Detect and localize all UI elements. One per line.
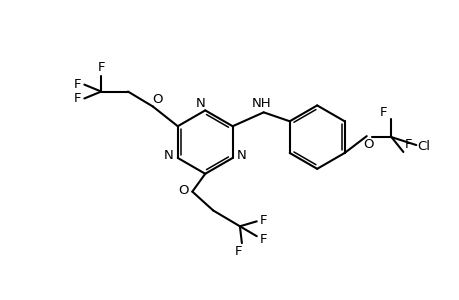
Text: F: F bbox=[73, 78, 81, 91]
Text: F: F bbox=[259, 214, 267, 227]
Text: F: F bbox=[73, 92, 81, 105]
Text: O: O bbox=[363, 138, 373, 151]
Text: F: F bbox=[259, 233, 267, 246]
Text: Cl: Cl bbox=[417, 140, 430, 152]
Text: NH: NH bbox=[252, 97, 271, 110]
Text: N: N bbox=[236, 149, 246, 162]
Text: O: O bbox=[152, 93, 162, 106]
Text: F: F bbox=[235, 244, 242, 258]
Text: F: F bbox=[404, 138, 411, 151]
Text: F: F bbox=[379, 106, 386, 119]
Text: O: O bbox=[178, 184, 188, 197]
Text: N: N bbox=[195, 97, 205, 110]
Text: F: F bbox=[97, 61, 105, 74]
Text: N: N bbox=[163, 149, 174, 162]
